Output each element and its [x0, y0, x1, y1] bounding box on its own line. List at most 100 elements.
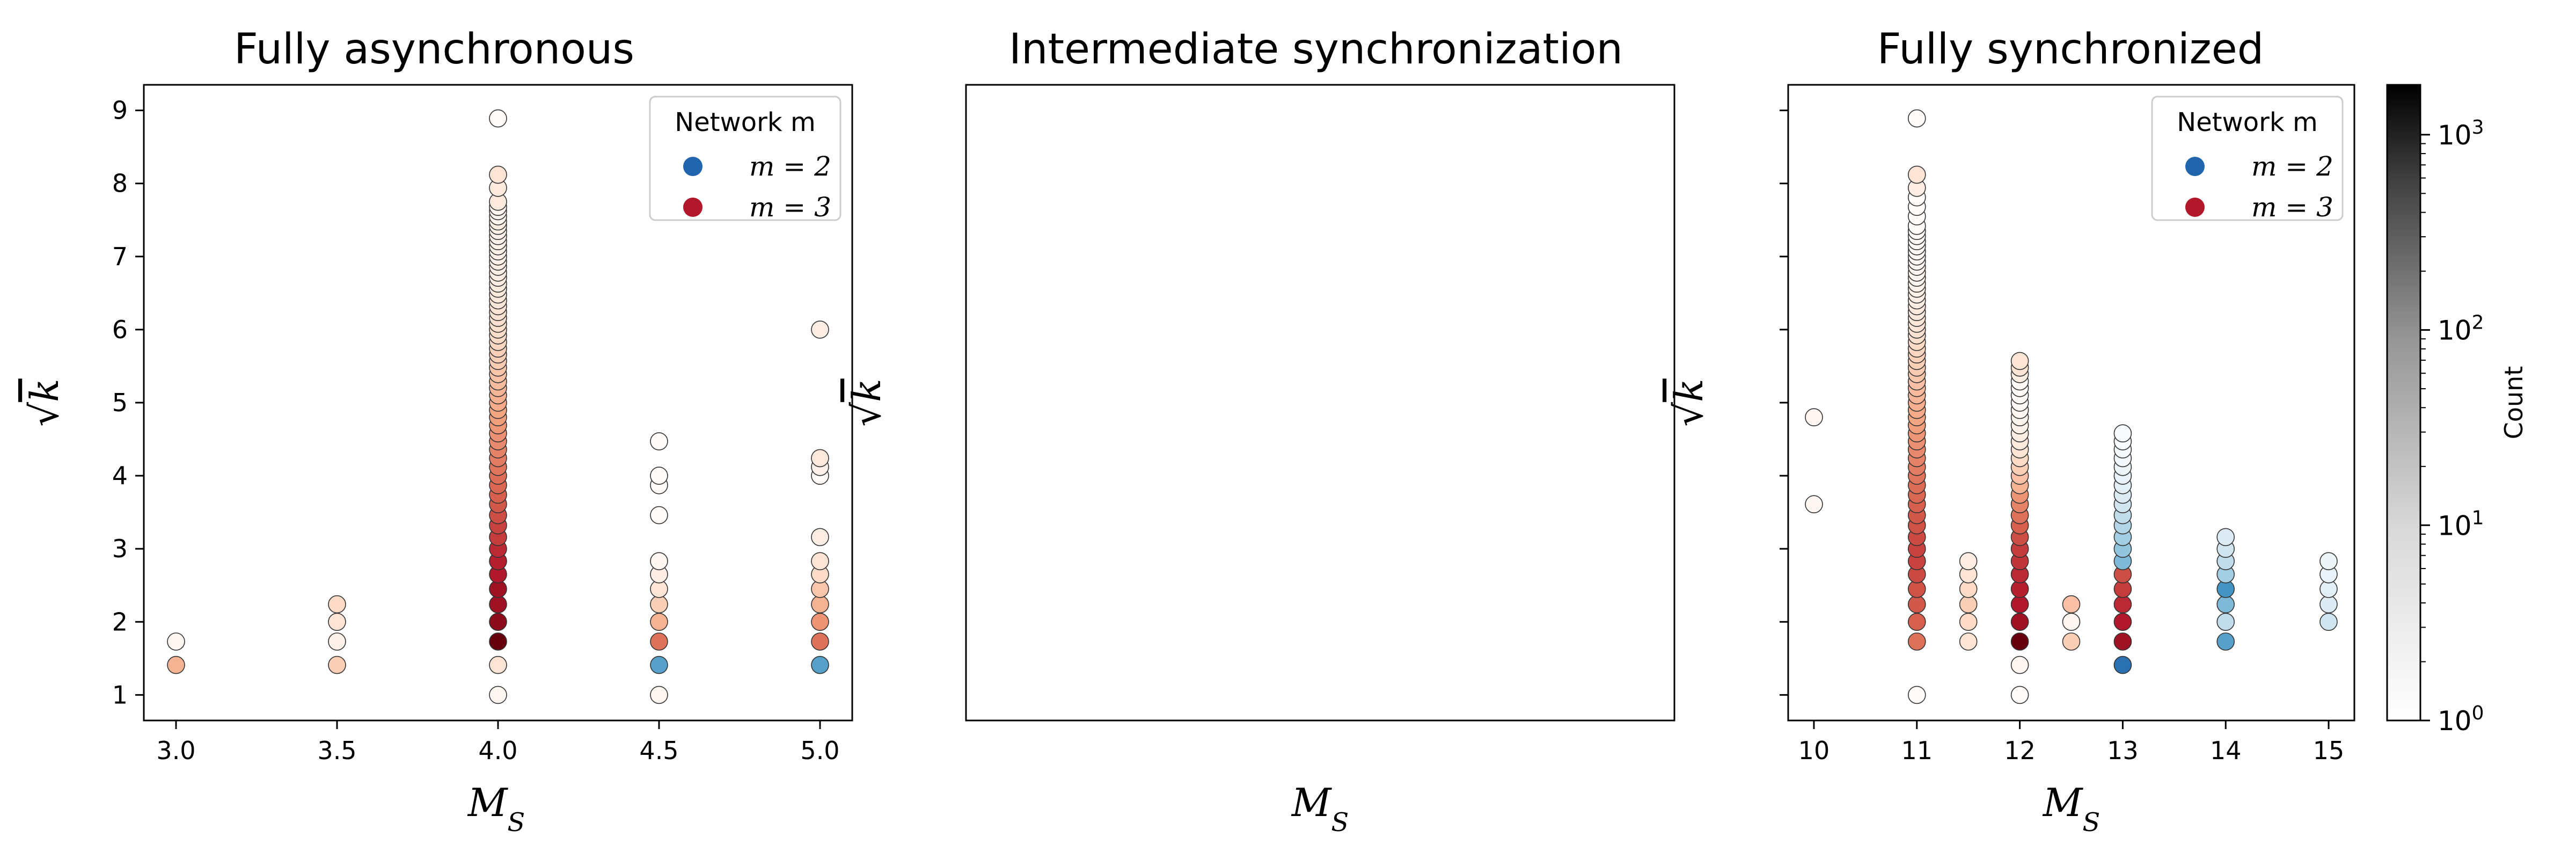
- panel-fully-synchronized: Fully synchronized MS √k: [1666, 25, 2355, 838]
- panel-fully-asynchronous: Fully asynchronous 3.0 3.5 4.0 4.5 5.0 1 2 3 4 5…: [22, 25, 853, 838]
- y-tick-label: 7: [112, 242, 128, 271]
- y-tick-label: 3: [112, 534, 128, 563]
- data-point: [489, 632, 507, 651]
- points-layer: [1805, 109, 2338, 704]
- data-point: [1908, 686, 1926, 704]
- data-point: [650, 506, 668, 525]
- data-point: [1908, 109, 1926, 128]
- data-point: [167, 632, 185, 651]
- data-point: [2062, 595, 2081, 614]
- data-point: [650, 467, 668, 485]
- legend-marker: [2185, 198, 2205, 217]
- legend-box: [649, 96, 841, 221]
- colorbar-tick-label: 100: [2438, 702, 2484, 737]
- legend-label: m = 2: [749, 151, 831, 182]
- legend-title: Network m: [2177, 107, 2317, 137]
- data-point: [650, 552, 668, 571]
- data-point: [489, 613, 507, 631]
- x-axis-label: MS: [2042, 780, 2101, 838]
- legend-marker: [683, 157, 702, 176]
- x-tick-label: 12: [2004, 736, 2036, 765]
- y-axis-label: √k: [1666, 378, 1711, 427]
- x-tick-label: 3.5: [317, 736, 356, 765]
- y-tick-label: 4: [112, 461, 128, 490]
- data-point: [811, 449, 829, 468]
- x-tick-label: 11: [1901, 736, 1933, 765]
- data-point: [811, 595, 829, 614]
- data-point: [2113, 656, 2132, 674]
- legend: Network m m = 2 m = 3: [649, 96, 841, 223]
- data-point: [811, 321, 829, 339]
- data-point: [489, 109, 507, 128]
- data-point: [811, 528, 829, 547]
- data-point: [1908, 613, 1926, 631]
- y-tick-label: 2: [112, 607, 128, 636]
- data-point: [2010, 595, 2029, 614]
- data-point: [328, 632, 346, 651]
- data-point: [650, 656, 668, 674]
- colorbar-gradient: [2386, 84, 2421, 722]
- legend-box: [2151, 96, 2344, 221]
- x-tick-label: 13: [2107, 736, 2139, 765]
- legend-marker: [683, 198, 702, 217]
- data-point: [811, 632, 829, 651]
- data-point: [1908, 595, 1926, 614]
- y-axis-label: √k: [844, 378, 889, 427]
- y-ticks: [1780, 110, 1788, 696]
- data-point: [2010, 352, 2029, 370]
- colorbar-tick-label: 103: [2438, 116, 2484, 151]
- data-point: [328, 613, 346, 631]
- data-point: [1959, 632, 1978, 651]
- colorbar: 100 101 102 103 Count: [2386, 84, 2528, 737]
- data-point: [2319, 613, 2338, 631]
- data-point: [2216, 595, 2235, 614]
- x-tick-label: 4.0: [478, 736, 517, 765]
- y-axis-label: √k: [22, 378, 67, 427]
- data-point: [650, 632, 668, 651]
- data-point: [811, 656, 829, 674]
- data-point: [1959, 613, 1978, 631]
- data-point: [2113, 632, 2132, 651]
- legend-label: m = 2: [2251, 151, 2333, 182]
- y-tick-label: 5: [112, 388, 128, 417]
- legend: Network m m = 2 m = 3: [2151, 96, 2344, 223]
- x-tick-label: 14: [2210, 736, 2242, 765]
- data-point: [811, 552, 829, 571]
- data-point: [650, 595, 668, 614]
- data-point: [328, 656, 346, 674]
- panel-intermediate-synchronization: Intermediate synchronization 10 11 12 13 14 1…: [844, 25, 2344, 838]
- data-point: [811, 613, 829, 631]
- x-axis-label: MS: [1291, 780, 1349, 838]
- data-point: [2113, 595, 2132, 614]
- colorbar-tick-label: 101: [2438, 507, 2484, 542]
- data-point: [2010, 656, 2029, 674]
- data-point: [1805, 408, 1823, 427]
- data-point: [1805, 495, 1823, 514]
- legend-marker: [2185, 157, 2205, 176]
- data-point: [2010, 632, 2029, 651]
- data-point: [2062, 613, 2081, 631]
- colorbar-label: Count: [2499, 366, 2528, 440]
- data-point: [489, 656, 507, 674]
- y-tick-label: 9: [112, 96, 128, 125]
- data-point: [2010, 686, 2029, 704]
- legend-title: Network m: [675, 107, 815, 137]
- data-point: [1959, 595, 1978, 614]
- y-tick-label: 1: [112, 680, 128, 709]
- data-point: [2319, 595, 2338, 614]
- y-tick-label: 6: [112, 315, 128, 344]
- y-ticks: 1 2 3 4 5 6 7 8 9: [112, 96, 144, 709]
- y-tick-label: 8: [112, 169, 128, 198]
- colorbar-tick-label: 102: [2438, 311, 2484, 346]
- x-tick-label: 15: [2313, 736, 2345, 765]
- data-point: [167, 656, 185, 674]
- data-point: [1908, 165, 1926, 184]
- data-point: [650, 432, 668, 450]
- data-point: [2113, 424, 2132, 443]
- data-point: [2216, 528, 2235, 547]
- data-point: [2216, 613, 2235, 631]
- x-ticks: 3.0 3.5 4.0 4.5 5.0: [156, 720, 840, 765]
- x-tick-label: 10: [1798, 736, 1830, 765]
- data-point: [328, 595, 346, 614]
